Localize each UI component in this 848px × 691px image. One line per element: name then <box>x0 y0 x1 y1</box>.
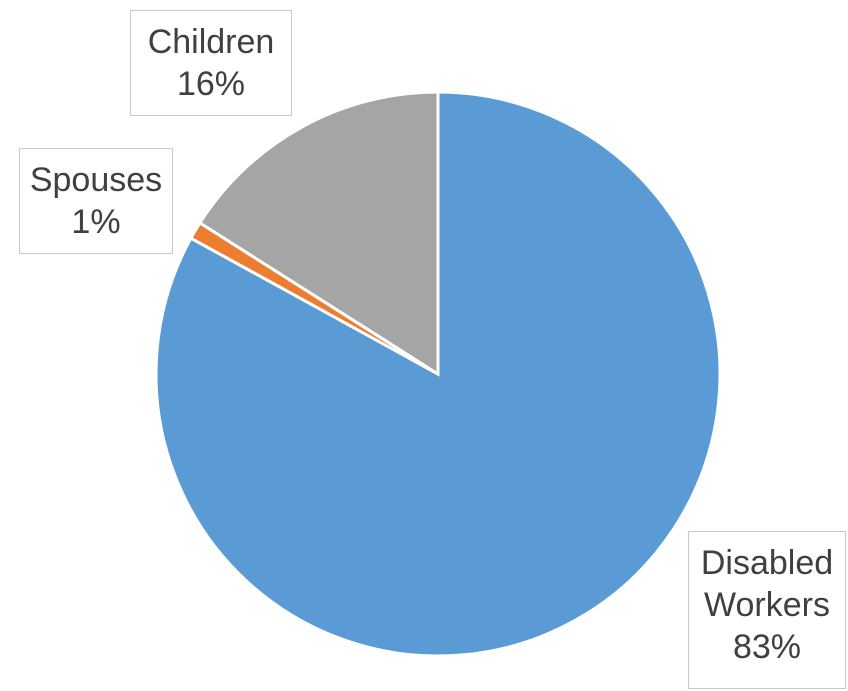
label-disabled-workers: Disabled Workers 83% <box>688 531 846 689</box>
label-spouses-pct: 1% <box>71 203 121 241</box>
label-children-pct: 16% <box>176 65 246 103</box>
label-children: Children 16% <box>130 10 292 116</box>
label-disabled-workers-line2: Workers <box>704 586 830 624</box>
pie-slice-children <box>197 90 440 377</box>
label-spouses-name: Spouses <box>29 161 163 199</box>
label-disabled-workers-line1: Disabled <box>700 544 834 582</box>
label-spouses: Spouses 1% <box>19 148 173 254</box>
pie-slices <box>154 90 722 658</box>
label-disabled-workers-pct: 83% <box>732 628 802 666</box>
label-children-name: Children <box>147 23 275 61</box>
